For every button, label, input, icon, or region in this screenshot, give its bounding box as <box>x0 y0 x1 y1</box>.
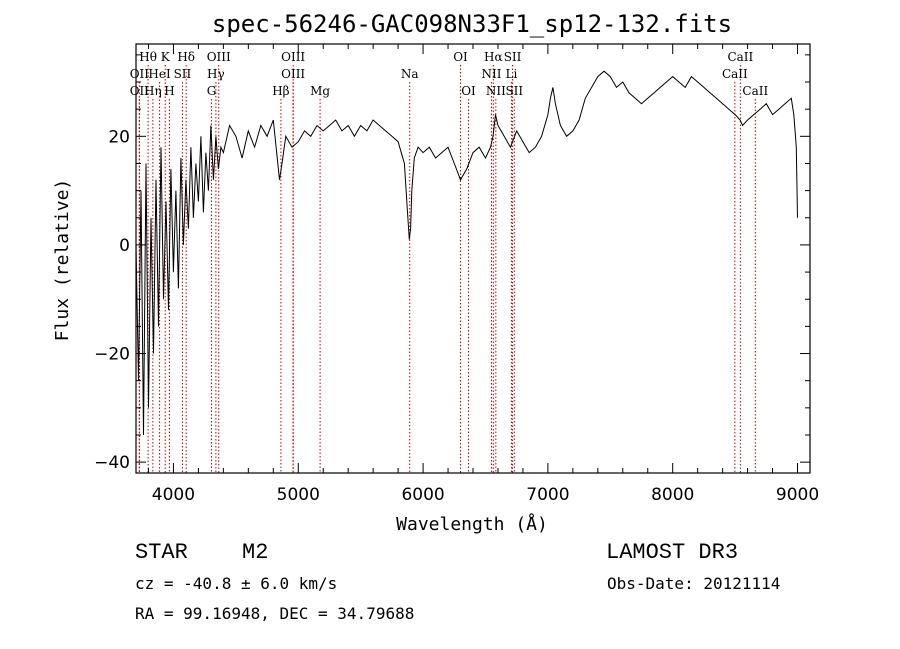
coordinates: RA = 99.16948, DEC = 34.79688 <box>135 604 415 623</box>
line-marker-label: OIII <box>281 50 305 64</box>
line-marker-label: HeI <box>148 67 171 81</box>
line-marker-label: G <box>207 84 217 98</box>
line-marker-label: OIII <box>207 50 231 64</box>
line-marker-label: OII <box>130 84 150 98</box>
line-marker-label: SII <box>174 67 192 81</box>
x-axis-label: Wavelength (Å) <box>396 513 548 535</box>
line-marker-label: K <box>161 50 171 64</box>
object-subclass: M2 <box>242 540 269 565</box>
survey-name: LAMOST DR3 <box>606 540 739 565</box>
line-marker-label: H <box>164 84 174 98</box>
y-tick-label: −40 <box>94 453 130 473</box>
line-marker-label: Na <box>401 67 419 81</box>
x-tick-label: 6000 <box>401 485 444 505</box>
chart-title: spec-56246-GAC098N33F1_sp12-132.fits <box>212 10 732 38</box>
line-marker-label: NII <box>486 84 506 98</box>
line-marker-label: Hβ <box>272 84 289 98</box>
line-marker-label: SII <box>505 84 523 98</box>
plot-area <box>135 43 811 474</box>
plot-frame <box>135 43 811 474</box>
line-marker-label: OIII <box>281 67 305 81</box>
line-marker-label: Li <box>506 67 518 81</box>
spectrum-line <box>135 70 798 436</box>
y-axis-label: Flux (relative) <box>52 179 73 342</box>
x-tick-label: 4000 <box>152 485 195 505</box>
line-marker-label: NII <box>481 67 501 81</box>
line-marker-label: OI <box>453 50 468 64</box>
x-tick-label: 9000 <box>776 485 819 505</box>
x-tick-label: 5000 <box>277 485 320 505</box>
line-marker-label: OI <box>461 84 476 98</box>
line-marker-label: Hθ <box>139 50 157 64</box>
axis-ticks: 4000 5000 6000 7000 8000 9000 −40 −20 0 20 <box>94 44 819 505</box>
y-tick-label: −20 <box>94 345 130 365</box>
line-marker-label: OII <box>130 67 150 81</box>
line-marker-label: CaII <box>742 84 768 98</box>
x-tick-label: 7000 <box>526 485 569 505</box>
line-marker-label: Hα <box>484 50 503 64</box>
line-marker-label: Mg <box>310 84 330 98</box>
line-marker-label: Hη <box>144 84 162 98</box>
y-tick-label: 20 <box>108 127 130 147</box>
line-marker-label: CaII <box>727 50 753 64</box>
redshift-cz: cz = -40.8 ± 6.0 km/s <box>135 574 338 593</box>
object-class: STAR <box>135 540 188 565</box>
x-tick-label: 8000 <box>651 485 694 505</box>
obs-date: Obs-Date: 20121114 <box>607 574 781 593</box>
line-marker-label: Hδ <box>177 50 195 64</box>
line-marker-label: Hγ <box>207 67 225 81</box>
line-marker-label: CaII <box>722 67 748 81</box>
line-marker-label: SII <box>504 50 522 64</box>
y-tick-label: 0 <box>119 236 130 256</box>
